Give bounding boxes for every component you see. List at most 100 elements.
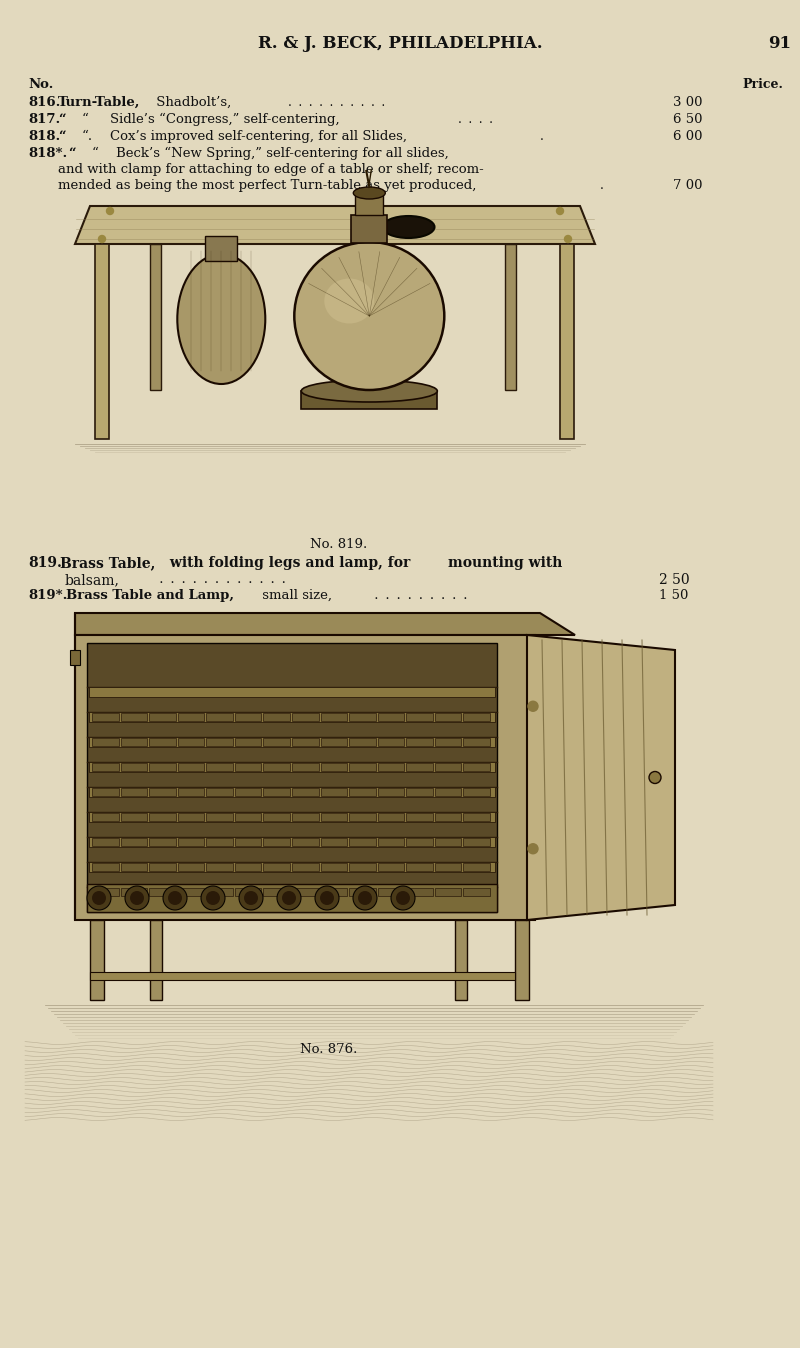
Bar	[90, 972, 515, 980]
Bar	[292, 863, 318, 871]
Bar	[92, 737, 118, 745]
Bar	[406, 863, 433, 871]
Text: 2 50: 2 50	[659, 573, 690, 586]
Text: Sidle’s “Congress,” self-centering,: Sidle’s “Congress,” self-centering,	[110, 113, 340, 127]
Bar	[121, 838, 147, 847]
Text: .  .  .  .  .  .  .  .  .  .: . . . . . . . . . .	[288, 96, 386, 109]
Bar	[349, 838, 376, 847]
Bar	[349, 888, 376, 896]
Text: 819*.: 819*.	[28, 589, 67, 603]
Bar	[92, 789, 118, 797]
Circle shape	[277, 886, 301, 910]
Bar	[235, 888, 262, 896]
Bar	[406, 789, 433, 797]
Bar	[292, 888, 318, 896]
Text: “: “	[82, 113, 89, 125]
Bar	[45, 611, 655, 1030]
Bar	[515, 919, 529, 1000]
Bar	[206, 863, 233, 871]
Circle shape	[396, 891, 410, 905]
Bar	[235, 789, 262, 797]
Bar	[263, 888, 290, 896]
Ellipse shape	[354, 187, 386, 200]
Bar	[406, 713, 433, 721]
Bar	[206, 236, 238, 262]
Bar	[121, 813, 147, 821]
Bar	[89, 687, 495, 697]
Bar	[178, 737, 204, 745]
Bar	[406, 763, 433, 771]
Bar	[435, 863, 462, 871]
Bar	[206, 763, 233, 771]
Text: Brass Table,: Brass Table,	[60, 555, 155, 570]
Bar	[349, 863, 376, 871]
Bar	[178, 763, 204, 771]
Bar	[235, 863, 262, 871]
Bar	[149, 713, 176, 721]
Text: mounting with: mounting with	[448, 555, 562, 570]
Circle shape	[206, 891, 220, 905]
Bar	[321, 789, 347, 797]
Bar	[235, 763, 262, 771]
Bar	[263, 813, 290, 821]
Text: R. & J. BECK, PHILADELPHIA.: R. & J. BECK, PHILADELPHIA.	[258, 35, 542, 53]
Bar	[178, 789, 204, 797]
Bar	[87, 884, 497, 913]
Bar	[355, 193, 383, 214]
Bar	[92, 813, 118, 821]
Bar	[235, 737, 262, 745]
Text: “: “	[58, 113, 66, 125]
Circle shape	[358, 891, 372, 905]
Text: 6 00: 6 00	[673, 129, 702, 143]
Text: small size,: small size,	[258, 589, 332, 603]
Text: .  .  .  .: . . . .	[458, 113, 493, 125]
Bar	[463, 888, 490, 896]
Text: .  .  .  .  .  .  .  .  .  .  .  .: . . . . . . . . . . . .	[155, 573, 286, 586]
Bar	[463, 737, 490, 745]
Bar	[149, 737, 176, 745]
Text: Shadbolt’s,: Shadbolt’s,	[152, 96, 231, 109]
Bar	[235, 713, 262, 721]
Text: 816.: 816.	[28, 96, 60, 109]
Bar	[235, 813, 262, 821]
Bar	[178, 838, 204, 847]
Bar	[89, 837, 495, 847]
Text: .: .	[540, 129, 544, 143]
Circle shape	[528, 701, 538, 712]
Bar	[321, 763, 347, 771]
Text: Price.: Price.	[742, 78, 783, 92]
Bar	[321, 863, 347, 871]
Circle shape	[315, 886, 339, 910]
Bar	[70, 650, 80, 665]
Text: 6 50: 6 50	[673, 113, 702, 125]
Bar	[263, 713, 290, 721]
Circle shape	[557, 208, 563, 214]
Text: “.: “.	[82, 129, 93, 143]
Circle shape	[92, 891, 106, 905]
Bar	[560, 244, 574, 439]
Bar	[263, 763, 290, 771]
Text: “: “	[92, 147, 99, 160]
Circle shape	[528, 844, 538, 853]
Ellipse shape	[324, 279, 374, 324]
Bar	[149, 838, 176, 847]
Ellipse shape	[294, 243, 444, 390]
Circle shape	[239, 886, 263, 910]
Ellipse shape	[178, 253, 266, 384]
Circle shape	[98, 236, 106, 243]
Circle shape	[649, 771, 661, 783]
Bar	[463, 838, 490, 847]
Bar	[121, 888, 147, 896]
Bar	[121, 737, 147, 745]
Bar	[302, 391, 438, 408]
Text: and with clamp for attaching to edge of a table or shelf; recom-: and with clamp for attaching to edge of …	[58, 163, 484, 177]
Bar	[455, 919, 467, 1000]
Bar	[92, 763, 118, 771]
Bar	[292, 789, 318, 797]
Text: with folding legs and lamp, for: with folding legs and lamp, for	[165, 555, 410, 570]
Bar	[321, 713, 347, 721]
Text: 1 50: 1 50	[659, 589, 688, 603]
Bar	[292, 813, 318, 821]
Bar	[321, 737, 347, 745]
Bar	[149, 813, 176, 821]
